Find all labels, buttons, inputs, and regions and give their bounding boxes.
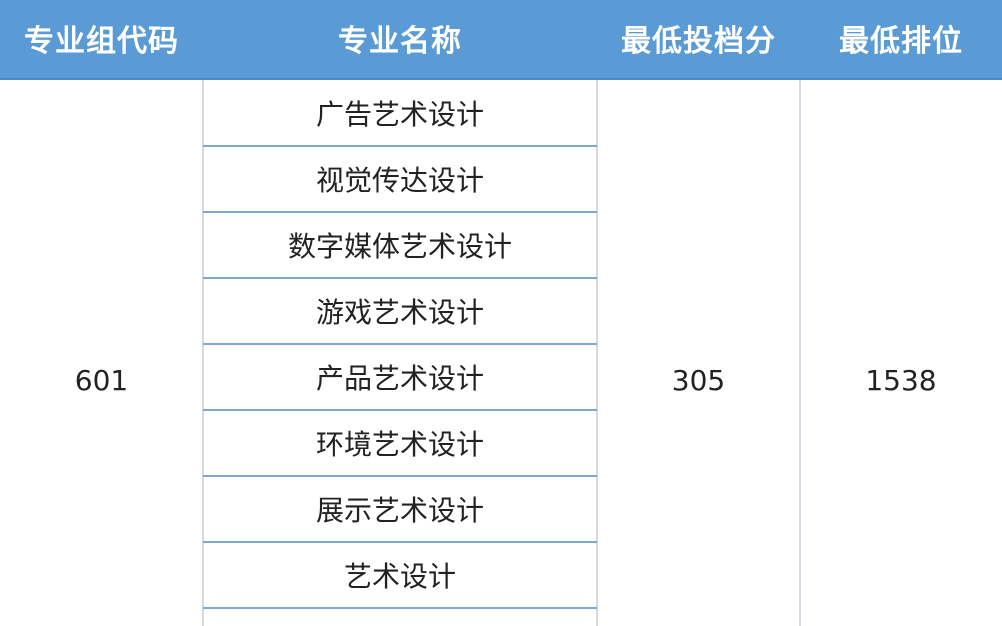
column-divider (799, 80, 801, 626)
major-name-cell: 产品艺术设计 (203, 345, 597, 411)
major-name-cell: 视觉传达设计 (203, 147, 597, 213)
major-name-cell: 游戏艺术设计 (203, 279, 597, 345)
column-divider (202, 80, 204, 626)
table-header: 专业组代码 专业名称 最低投档分 最低排位 (0, 0, 1002, 80)
major-name-cell: 数字媒体艺术设计 (203, 213, 597, 279)
header-group-code: 专业组代码 (24, 24, 179, 59)
header-major-name: 专业名称 (338, 24, 462, 59)
header-min-rank: 最低排位 (839, 24, 963, 59)
group-code-cell: 601 (74, 364, 129, 397)
column-divider (596, 80, 598, 626)
major-name-cell: 艺术设计 (203, 543, 597, 609)
major-name-cell: 展示艺术设计 (203, 477, 597, 543)
min-rank-cell: 1538 (865, 364, 937, 397)
header-min-score: 最低投档分 (621, 24, 776, 59)
min-score-cell: 305 (671, 364, 726, 397)
major-name-cell: 环境艺术设计 (203, 411, 597, 477)
major-name-cell: 广告艺术设计 (203, 81, 597, 147)
